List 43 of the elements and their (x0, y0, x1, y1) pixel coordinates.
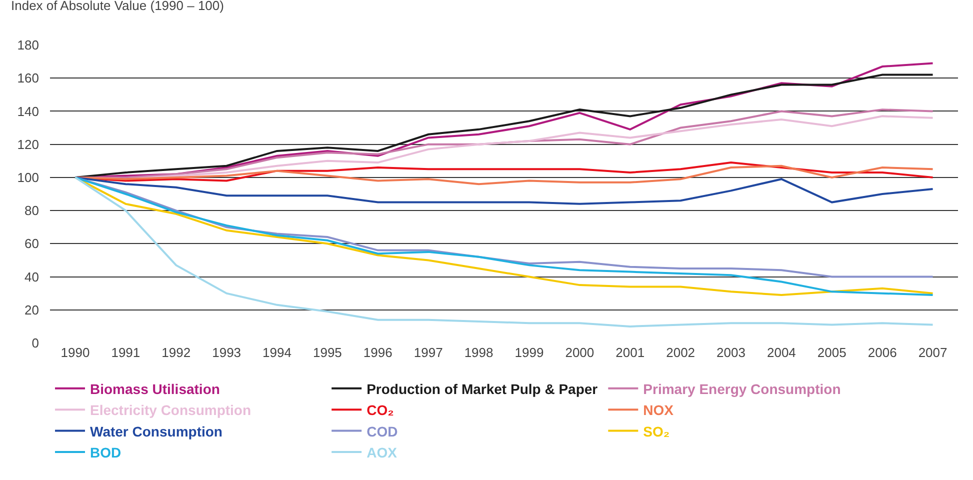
x-tick-label: 1997 (414, 345, 443, 360)
y-tick-label: 120 (17, 136, 39, 152)
x-tick-label: 1999 (514, 345, 544, 360)
line-series (74, 176, 934, 328)
y-tick-label: 20 (24, 302, 39, 318)
y-tick-label: 0 (32, 336, 39, 351)
y-tick-label: 180 (17, 38, 39, 53)
x-tick-label: 2000 (565, 345, 594, 360)
x-tick-label: 1994 (262, 345, 292, 360)
x-tick-label: 2002 (666, 345, 696, 360)
line-series (74, 176, 934, 205)
y-tick-label: 80 (24, 203, 39, 218)
y-tick-label: 100 (17, 170, 39, 185)
y-tick-label: 40 (24, 269, 39, 284)
x-tick-label: 2007 (918, 345, 948, 360)
legend-label: CO₂ (366, 402, 394, 418)
x-tick-label: 1991 (111, 345, 140, 360)
legend-label: Biomass Utilisation (90, 380, 220, 397)
legend-label: Water Consumption (90, 423, 222, 440)
legend-label: NOX (643, 402, 674, 418)
y-axis-title: Index of Absolute Value (1990 – 100) (11, 0, 224, 13)
y-tick-label: 140 (17, 104, 39, 119)
legend-label: COD (366, 423, 398, 440)
legend-label: BOD (90, 444, 122, 460)
x-tick-label: 1992 (162, 345, 191, 360)
line-series (74, 164, 934, 186)
x-tick-label: 1993 (212, 345, 242, 360)
legend-label: SO₂ (643, 423, 670, 440)
x-tick-label: 1995 (312, 345, 342, 360)
x-tick-label: 2001 (616, 345, 645, 360)
legend-label: Primary Energy Consumption (643, 380, 841, 397)
x-tick-label: 2006 (868, 345, 897, 360)
legend-label: Electricity Consumption (90, 402, 252, 418)
x-tick-label: 2004 (766, 345, 796, 360)
x-tick-label: 2003 (716, 345, 746, 360)
x-tick-label: 1998 (464, 345, 494, 360)
legend-label: Production of Market Pulp & Paper (366, 380, 598, 397)
legend-label: AOX (366, 444, 398, 460)
y-tick-label: 60 (24, 236, 39, 252)
x-tick-label: 2005 (817, 345, 846, 360)
x-tick-label: 1990 (60, 345, 90, 360)
y-tick-label: 160 (17, 70, 39, 86)
x-tick-label: 1996 (363, 345, 392, 360)
